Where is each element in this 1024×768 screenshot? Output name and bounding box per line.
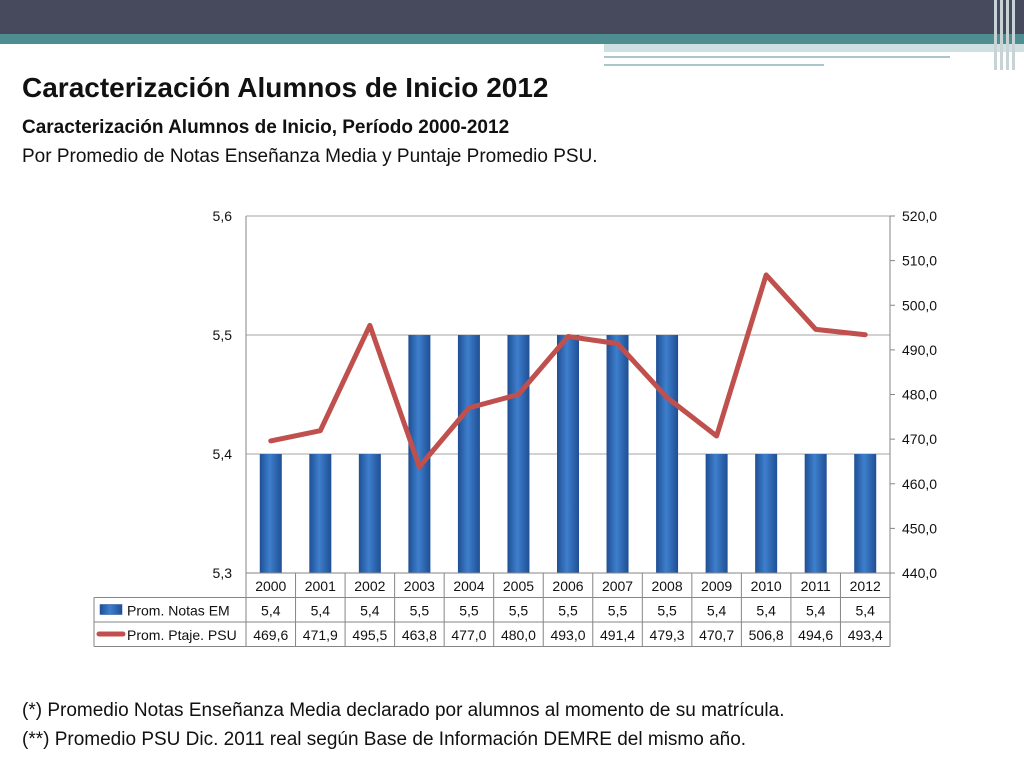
y-left-tick-label: 5,5 bbox=[213, 327, 233, 343]
x-tick-label: 2002 bbox=[354, 578, 385, 594]
footnote-2: (**) Promedio PSU Dic. 2011 real según B… bbox=[22, 729, 747, 750]
line-value-label: 477,0 bbox=[451, 627, 486, 643]
line-value-label: 493,4 bbox=[848, 627, 883, 643]
bar-value-label: 5,4 bbox=[855, 603, 875, 619]
bar bbox=[854, 454, 877, 573]
x-tick-label: 2006 bbox=[552, 578, 583, 594]
bar-value-label: 5,4 bbox=[707, 603, 727, 619]
line-point bbox=[814, 327, 818, 331]
x-tick-label: 2004 bbox=[453, 578, 484, 594]
bar bbox=[507, 335, 530, 573]
line-point bbox=[417, 465, 421, 469]
line-point bbox=[269, 439, 273, 443]
x-tick-label: 2010 bbox=[751, 578, 782, 594]
chart-subtitle: Caracterización Alumnos de Inicio, Perío… bbox=[22, 117, 510, 138]
footnote-1: (*) Promedio Notas Enseñanza Media decla… bbox=[22, 700, 785, 721]
bar-value-label: 5,5 bbox=[509, 603, 529, 619]
header-tab bbox=[0, 44, 604, 74]
bar bbox=[309, 454, 332, 573]
bar-value-label: 5,5 bbox=[608, 603, 628, 619]
line-point bbox=[715, 434, 719, 438]
header-stripe bbox=[0, 34, 1024, 44]
line-value-label: 491,4 bbox=[600, 627, 635, 643]
legend-label-line: Prom. Ptaje. PSU bbox=[127, 627, 237, 643]
line-point bbox=[863, 333, 867, 337]
line-value-label: 493,0 bbox=[550, 627, 585, 643]
y-right-tick-label: 470,0 bbox=[902, 431, 937, 447]
y-right-tick-label: 440,0 bbox=[902, 565, 937, 581]
line-point bbox=[467, 406, 471, 410]
y-right-tick-label: 510,0 bbox=[902, 253, 937, 269]
y-left-tick-label: 5,4 bbox=[213, 446, 233, 462]
bar-value-label: 5,5 bbox=[459, 603, 479, 619]
bar bbox=[705, 454, 728, 573]
x-tick-label: 2008 bbox=[651, 578, 682, 594]
line-value-label: 463,8 bbox=[402, 627, 437, 643]
line-value-label: 469,6 bbox=[253, 627, 288, 643]
x-tick-label: 2005 bbox=[503, 578, 534, 594]
bar bbox=[804, 454, 827, 573]
header-bar bbox=[0, 0, 1024, 34]
bar bbox=[606, 335, 629, 573]
y-right-tick-label: 450,0 bbox=[902, 520, 937, 536]
bar bbox=[457, 335, 480, 573]
bar-value-label: 5,4 bbox=[261, 603, 281, 619]
bar bbox=[259, 454, 282, 573]
bar bbox=[557, 335, 579, 573]
accent-line-short bbox=[604, 64, 824, 66]
line-point bbox=[318, 429, 322, 433]
bar-value-label: 5,4 bbox=[756, 603, 776, 619]
x-tick-label: 2011 bbox=[801, 578, 831, 594]
y-right-tick-label: 480,0 bbox=[902, 387, 937, 403]
line-value-label: 479,3 bbox=[650, 627, 685, 643]
line-value-label: 480,0 bbox=[501, 627, 536, 643]
y-right-tick-label: 500,0 bbox=[902, 297, 937, 313]
bar-value-label: 5,4 bbox=[360, 603, 380, 619]
line-value-label: 494,6 bbox=[798, 627, 833, 643]
line-point bbox=[616, 342, 620, 346]
bar bbox=[358, 454, 381, 573]
line-value-label: 495,5 bbox=[352, 627, 387, 643]
chart-description: Por Promedio de Notas Enseñanza Media y … bbox=[22, 146, 598, 167]
y-right-tick-label: 490,0 bbox=[902, 342, 937, 358]
bar bbox=[408, 335, 431, 573]
bar-value-label: 5,5 bbox=[410, 603, 430, 619]
line-point bbox=[764, 273, 768, 277]
accent-line bbox=[604, 56, 950, 58]
x-tick-label: 2001 bbox=[305, 578, 336, 594]
bar bbox=[656, 335, 679, 573]
page-title: Caracterización Alumnos de Inicio 2012 bbox=[22, 72, 549, 103]
bar-value-label: 5,4 bbox=[806, 603, 826, 619]
bar bbox=[755, 454, 778, 573]
x-tick-label: 2000 bbox=[255, 578, 286, 594]
bar-value-label: 5,5 bbox=[657, 603, 677, 619]
y-left-tick-label: 5,6 bbox=[213, 208, 233, 224]
y-left-tick-label: 5,3 bbox=[213, 565, 233, 581]
line-value-label: 471,9 bbox=[303, 627, 338, 643]
line-point bbox=[516, 393, 520, 396]
y-right-tick-label: 460,0 bbox=[902, 476, 937, 492]
legend-label-bar: Prom. Notas EM bbox=[127, 603, 230, 619]
line-value-label: 506,8 bbox=[749, 627, 784, 643]
line-point bbox=[368, 323, 372, 327]
x-tick-label: 2007 bbox=[602, 578, 633, 594]
bar-value-label: 5,5 bbox=[558, 603, 578, 619]
x-tick-label: 2003 bbox=[404, 578, 435, 594]
decorative-bars bbox=[990, 0, 1024, 70]
y-right-tick-label: 520,0 bbox=[902, 208, 937, 224]
line-value-label: 470,7 bbox=[699, 627, 734, 643]
x-tick-label: 2012 bbox=[850, 578, 881, 594]
line-point bbox=[665, 396, 669, 400]
x-tick-label: 2009 bbox=[701, 578, 732, 594]
bar-value-label: 5,4 bbox=[311, 603, 331, 619]
line-point bbox=[566, 334, 570, 338]
legend-key-bar bbox=[99, 604, 123, 615]
